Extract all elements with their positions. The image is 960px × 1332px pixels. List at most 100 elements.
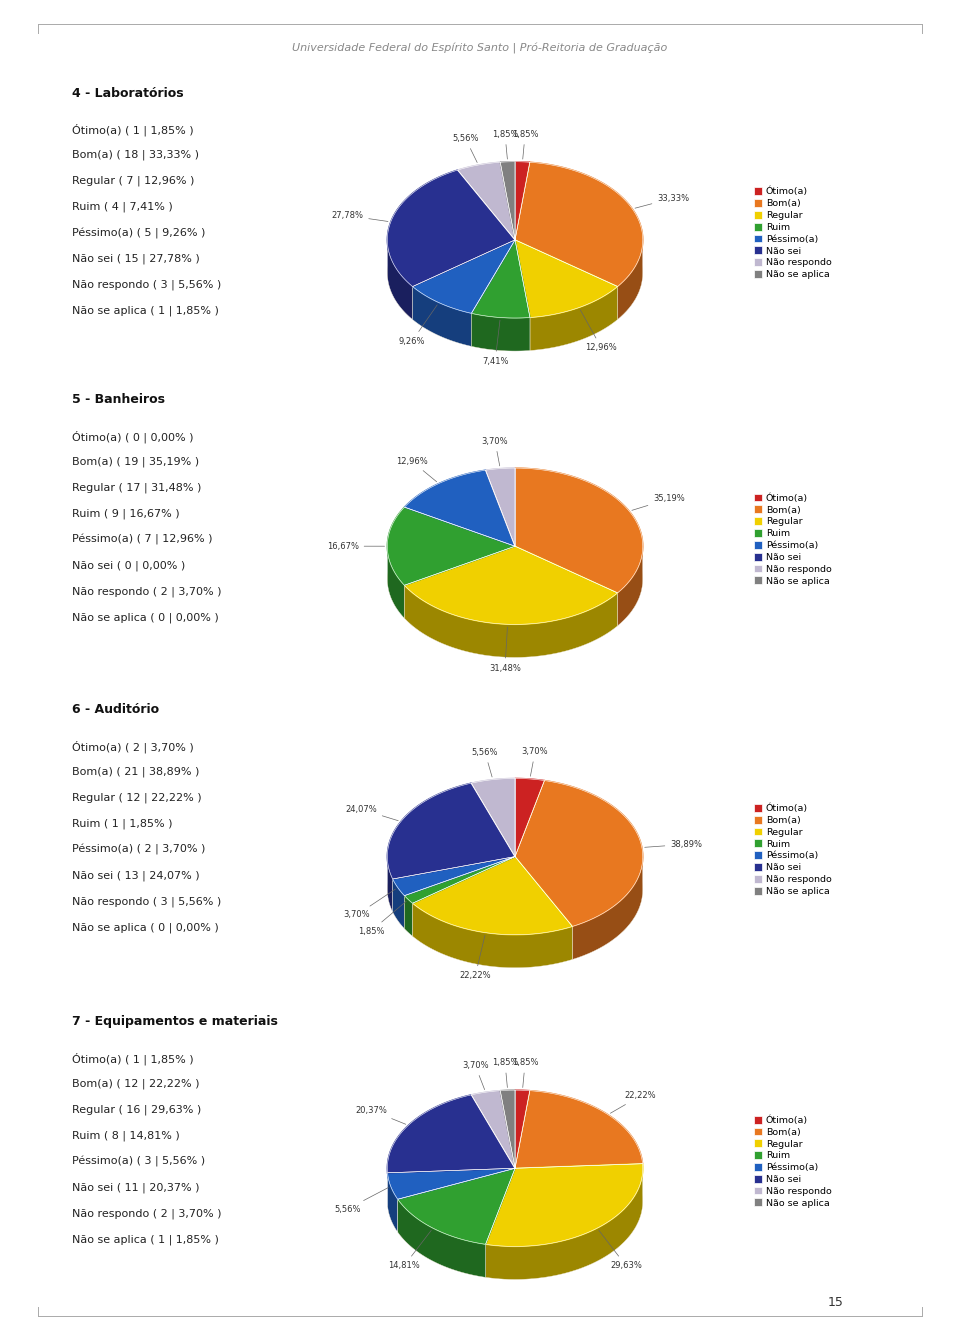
Polygon shape	[516, 163, 643, 286]
Text: 24,07%: 24,07%	[345, 805, 398, 821]
Text: Bom(a) ( 19 | 35,19% ): Bom(a) ( 19 | 35,19% )	[72, 456, 199, 466]
Polygon shape	[387, 170, 516, 286]
Legend: Ótimo(a), Bom(a), Regular, Ruim, Péssimo(a), Não sei, Não respondo, Não se aplic: Ótimo(a), Bom(a), Regular, Ruim, Péssimo…	[754, 1115, 831, 1208]
Text: 3,70%: 3,70%	[462, 1062, 489, 1090]
Polygon shape	[393, 879, 404, 928]
Text: Ruim ( 1 | 1,85% ): Ruim ( 1 | 1,85% )	[72, 818, 173, 829]
Legend: Ótimo(a), Bom(a), Regular, Ruim, Péssimo(a), Não sei, Não respondo, Não se aplic: Ótimo(a), Bom(a), Regular, Ruim, Péssimo…	[754, 493, 831, 586]
Polygon shape	[516, 1091, 642, 1168]
Text: 16,67%: 16,67%	[326, 542, 385, 550]
Polygon shape	[413, 286, 471, 346]
Text: 15: 15	[828, 1296, 843, 1309]
Legend: Ótimo(a), Bom(a), Regular, Ruim, Péssimo(a), Não sei, Não respondo, Não se aplic: Ótimo(a), Bom(a), Regular, Ruim, Péssimo…	[754, 803, 831, 896]
Text: Não se aplica ( 1 | 1,85% ): Não se aplica ( 1 | 1,85% )	[72, 305, 219, 316]
Text: Regular ( 12 | 22,22% ): Regular ( 12 | 22,22% )	[72, 793, 202, 803]
Text: 20,37%: 20,37%	[355, 1106, 406, 1124]
Text: 5,56%: 5,56%	[471, 749, 498, 777]
Text: Não respondo ( 2 | 3,70% ): Não respondo ( 2 | 3,70% )	[72, 1208, 222, 1219]
Polygon shape	[516, 781, 643, 927]
Text: Ótimo(a) ( 2 | 3,70% ): Ótimo(a) ( 2 | 3,70% )	[72, 741, 194, 753]
Text: 38,89%: 38,89%	[645, 839, 703, 848]
Ellipse shape	[387, 1123, 643, 1280]
Polygon shape	[617, 240, 643, 320]
Text: Não se aplica ( 0 | 0,00% ): Não se aplica ( 0 | 0,00% )	[72, 923, 219, 932]
Text: 31,48%: 31,48%	[489, 627, 521, 673]
Polygon shape	[471, 778, 516, 856]
Polygon shape	[387, 547, 404, 618]
Text: Regular ( 16 | 29,63% ): Regular ( 16 | 29,63% )	[72, 1104, 202, 1115]
Text: Ótimo(a) ( 1 | 1,85% ): Ótimo(a) ( 1 | 1,85% )	[72, 124, 194, 136]
Text: 1,85%: 1,85%	[492, 1059, 518, 1087]
Polygon shape	[617, 547, 643, 626]
Polygon shape	[387, 240, 413, 320]
Polygon shape	[572, 858, 643, 959]
Text: 22,22%: 22,22%	[460, 935, 492, 980]
Polygon shape	[486, 468, 516, 546]
Text: 7 - Equipamentos e materiais: 7 - Equipamentos e materiais	[72, 1015, 277, 1028]
Text: Não sei ( 13 | 24,07% ): Não sei ( 13 | 24,07% )	[72, 871, 200, 880]
Polygon shape	[500, 161, 516, 240]
Polygon shape	[471, 313, 530, 352]
Ellipse shape	[387, 501, 643, 658]
Text: Péssimo(a) ( 3 | 5,56% ): Péssimo(a) ( 3 | 5,56% )	[72, 1156, 205, 1167]
Polygon shape	[413, 856, 572, 935]
Text: Não respondo ( 2 | 3,70% ): Não respondo ( 2 | 3,70% )	[72, 586, 222, 597]
Text: 5 - Banheiros: 5 - Banheiros	[72, 393, 165, 406]
Polygon shape	[516, 161, 530, 240]
Polygon shape	[486, 1169, 643, 1280]
Text: Não se aplica ( 0 | 0,00% ): Não se aplica ( 0 | 0,00% )	[72, 613, 219, 622]
Polygon shape	[404, 585, 617, 658]
Ellipse shape	[387, 194, 643, 352]
Text: Não se aplica ( 1 | 1,85% ): Não se aplica ( 1 | 1,85% )	[72, 1233, 219, 1244]
Text: Bom(a) ( 18 | 33,33% ): Bom(a) ( 18 | 33,33% )	[72, 149, 199, 160]
Text: 4 - Laboratórios: 4 - Laboratórios	[72, 87, 183, 100]
Text: Não sei ( 15 | 27,78% ): Não sei ( 15 | 27,78% )	[72, 254, 200, 264]
Text: 6 - Auditório: 6 - Auditório	[72, 703, 159, 717]
Text: 1,85%: 1,85%	[492, 131, 518, 159]
Polygon shape	[471, 1091, 516, 1168]
Text: 22,22%: 22,22%	[611, 1091, 657, 1114]
Polygon shape	[404, 546, 617, 625]
Legend: Ótimo(a), Bom(a), Regular, Ruim, Péssimo(a), Não sei, Não respondo, Não se aplic: Ótimo(a), Bom(a), Regular, Ruim, Péssimo…	[754, 186, 831, 280]
Text: Regular ( 17 | 31,48% ): Regular ( 17 | 31,48% )	[72, 482, 202, 493]
Polygon shape	[404, 895, 413, 936]
Polygon shape	[516, 1090, 530, 1168]
Text: Ótimo(a) ( 1 | 1,85% ): Ótimo(a) ( 1 | 1,85% )	[72, 1052, 194, 1064]
Text: Ruim ( 9 | 16,67% ): Ruim ( 9 | 16,67% )	[72, 509, 180, 518]
Polygon shape	[397, 1199, 486, 1277]
Text: 12,96%: 12,96%	[396, 457, 437, 482]
Polygon shape	[388, 1168, 516, 1199]
Text: Péssimo(a) ( 5 | 9,26% ): Péssimo(a) ( 5 | 9,26% )	[72, 228, 205, 238]
Text: Não sei ( 0 | 0,00% ): Não sei ( 0 | 0,00% )	[72, 561, 185, 570]
Polygon shape	[413, 903, 572, 968]
Text: 3,70%: 3,70%	[521, 747, 548, 777]
Text: 35,19%: 35,19%	[632, 494, 685, 510]
Text: 1,85%: 1,85%	[358, 902, 406, 935]
Text: 9,26%: 9,26%	[398, 305, 437, 345]
Polygon shape	[387, 507, 516, 585]
Polygon shape	[486, 1164, 643, 1247]
Polygon shape	[471, 240, 530, 318]
Text: Regular ( 7 | 12,96% ): Regular ( 7 | 12,96% )	[72, 176, 194, 186]
Text: Não sei ( 11 | 20,37% ): Não sei ( 11 | 20,37% )	[72, 1183, 200, 1192]
Polygon shape	[500, 1090, 516, 1168]
Polygon shape	[413, 240, 516, 313]
Text: 3,70%: 3,70%	[344, 888, 396, 919]
Text: Não respondo ( 3 | 5,56% ): Não respondo ( 3 | 5,56% )	[72, 896, 221, 907]
Text: 27,78%: 27,78%	[331, 210, 388, 221]
Polygon shape	[393, 856, 516, 895]
Text: 3,70%: 3,70%	[482, 437, 509, 466]
Text: Bom(a) ( 12 | 22,22% ): Bom(a) ( 12 | 22,22% )	[72, 1079, 200, 1088]
Text: Ruim ( 4 | 7,41% ): Ruim ( 4 | 7,41% )	[72, 201, 173, 212]
Text: 5,56%: 5,56%	[334, 1188, 388, 1213]
Text: Ruim ( 8 | 14,81% ): Ruim ( 8 | 14,81% )	[72, 1130, 180, 1140]
Polygon shape	[530, 286, 617, 350]
Text: 33,33%: 33,33%	[635, 193, 689, 208]
Text: Universidade Federal do Espírito Santo | Pró-Reitoria de Graduação: Universidade Federal do Espírito Santo |…	[293, 43, 667, 53]
Polygon shape	[516, 468, 643, 593]
Polygon shape	[404, 856, 516, 903]
Polygon shape	[404, 470, 516, 546]
Text: Péssimo(a) ( 7 | 12,96% ): Péssimo(a) ( 7 | 12,96% )	[72, 534, 212, 545]
Text: 12,96%: 12,96%	[581, 310, 617, 352]
Polygon shape	[387, 1095, 516, 1172]
